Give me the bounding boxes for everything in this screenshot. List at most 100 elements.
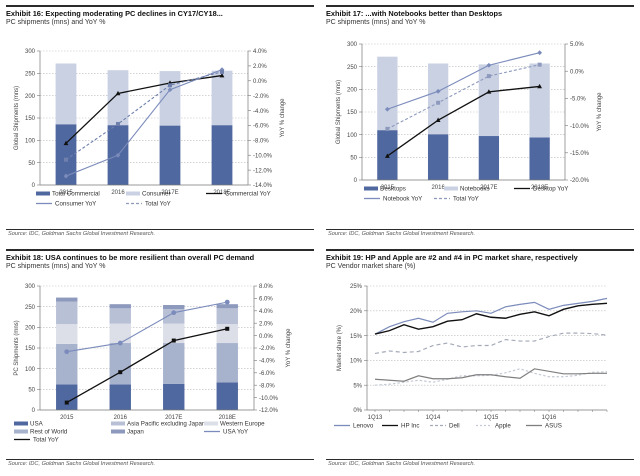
y-tick-label: 25% <box>350 284 363 290</box>
legend-label-western-europe: Western Europe <box>220 421 265 428</box>
bar-asia-pacific-excluding-japan <box>216 308 238 325</box>
bar-usa <box>56 384 78 410</box>
legend-label-consumer-yoy: Consumer YoY <box>55 201 96 208</box>
line-asus <box>374 368 607 382</box>
chart-subtitle: PC shipments (mns) and YoY % <box>6 263 106 270</box>
line-usa-yoy <box>66 301 228 353</box>
point-usa-yoy <box>117 340 123 346</box>
point-commercial-yoy <box>63 140 69 146</box>
y2-tick-label: -12.0% <box>259 408 279 414</box>
y2-tick-label: -10.0% <box>253 153 273 159</box>
point-total-yoy <box>385 126 390 131</box>
point-commercial-yoy <box>115 90 121 96</box>
legend-label-asia-pacific-excluding-japan: Asia Pacific excluding Japan <box>127 421 206 428</box>
point-notebook-yoy <box>537 50 543 56</box>
bar-consumer <box>211 70 233 126</box>
legend-label-rest-of-world: Rest of World <box>30 429 68 436</box>
bar-consumer <box>107 70 129 126</box>
bar-usa <box>163 383 185 410</box>
bar-japan <box>216 304 238 309</box>
legend-label-usa: USA <box>30 421 44 428</box>
y-tick-label: 300 <box>347 42 358 48</box>
legend-label-hp-inc: HP Inc <box>401 423 419 430</box>
legend-label-total-yoy: Total YoY <box>145 201 171 208</box>
x-tick-label: 2015 <box>60 415 74 421</box>
x-tick-label: 2017E <box>165 415 182 421</box>
bar-rest-of-world <box>109 343 131 385</box>
line-lenovo <box>374 297 608 335</box>
legend-label-lenovo: Lenovo <box>353 423 374 430</box>
y2-tick-label: 8.0% <box>259 284 273 290</box>
legend-swatch <box>204 421 218 426</box>
exhibit-18-panel: Exhibit 18: USA continues to be more res… <box>6 249 314 467</box>
bar-rest-of-world <box>56 343 78 385</box>
panel-bottom-rule <box>6 459 314 460</box>
chart-title: Exhibit 17: ...with Notebooks better tha… <box>326 9 503 18</box>
y-tick-label: 300 <box>25 284 36 290</box>
x-tick-label: 2017E <box>161 190 178 196</box>
legend-label-notebooks: Notebooks <box>460 186 490 193</box>
y-tick-label: 300 <box>25 49 36 55</box>
point-total-yoy <box>436 100 441 105</box>
y2-axis-title: YoY % change <box>280 98 286 138</box>
bar-desktops <box>478 136 500 180</box>
y2-tick-label: 0.0% <box>259 334 273 340</box>
point-total-yoy <box>225 326 230 331</box>
chart-title: Exhibit 19: HP and Apple are #2 and #4 i… <box>326 253 578 262</box>
panel-bottom-rule <box>326 229 634 230</box>
panel-top-rule <box>6 249 314 251</box>
legend-label-desktop-yoy: Desktop YoY <box>533 186 568 193</box>
panel-top-rule <box>326 249 634 251</box>
point-consumer-yoy <box>115 152 121 158</box>
y2-tick-label: -6.0% <box>259 371 275 377</box>
legend-swatch <box>364 186 378 191</box>
y-tick-label: 5% <box>353 383 362 389</box>
y-tick-label: 50 <box>28 388 35 394</box>
legend-swatch <box>111 429 125 434</box>
bar-western-europe <box>163 323 185 344</box>
y-tick-label: 0 <box>354 178 358 184</box>
y2-tick-label: -12.0% <box>253 168 273 174</box>
point-total-yoy <box>168 83 172 88</box>
line-total-yoy <box>387 64 540 130</box>
point-desktop-yoy <box>435 117 441 122</box>
exhibit-16-panel: Exhibit 16: Expecting moderating PC decl… <box>6 5 314 237</box>
line-consumer-yoy <box>65 69 223 177</box>
y-axis-title: Global Shipments (mns) <box>14 86 20 150</box>
bar-total-commercial <box>211 125 233 185</box>
x-tick-label: 1Q16 <box>542 415 557 421</box>
point-total-yoy <box>537 62 542 67</box>
y2-tick-label: 2.0% <box>253 64 267 70</box>
point-total-yoy <box>486 74 491 79</box>
exhibit-16-chart: 050100150200250300201520162017E2018E-14.… <box>14 49 286 208</box>
y2-tick-label: 4.0% <box>259 309 273 315</box>
bar-usa <box>109 384 131 410</box>
legend-swatch <box>14 421 28 426</box>
point-usa-yoy <box>64 349 70 355</box>
chart-title: Exhibit 16: Expecting moderating PC decl… <box>6 9 223 18</box>
line-commercial-yoy <box>65 74 223 144</box>
x-tick-label: 1Q14 <box>426 415 441 421</box>
y2-tick-label: 5.0% <box>570 42 584 48</box>
line-hp-inc <box>374 302 608 335</box>
y2-tick-label: -2.0% <box>253 94 269 100</box>
y2-axis-title: YoY % change <box>286 328 292 368</box>
point-usa-yoy <box>224 299 230 305</box>
bar-notebooks <box>529 63 550 138</box>
x-tick-label: 2015 <box>381 185 395 191</box>
legend-swatch <box>111 421 125 426</box>
x-tick-label: 2016 <box>114 415 128 421</box>
chart-source: Source: IDC, Goldman Sachs Global Invest… <box>8 461 156 467</box>
legend-label-commercial-yoy: Commercial YoY <box>225 191 271 198</box>
point-desktop-yoy <box>486 89 492 94</box>
bar-total-commercial <box>55 124 77 185</box>
panel-bottom-rule <box>6 229 314 230</box>
bar-notebooks <box>427 63 449 135</box>
y-tick-label: 200 <box>25 94 36 100</box>
y2-axis-title: YoY % change <box>597 92 603 132</box>
legend-label-total-yoy: Total YoY <box>453 196 479 203</box>
y-tick-label: 0 <box>32 408 36 414</box>
legend-label-asus: ASUS <box>545 423 562 430</box>
bar-asia-pacific-excluding-japan <box>56 301 78 325</box>
x-tick-label: 1Q13 <box>368 415 383 421</box>
